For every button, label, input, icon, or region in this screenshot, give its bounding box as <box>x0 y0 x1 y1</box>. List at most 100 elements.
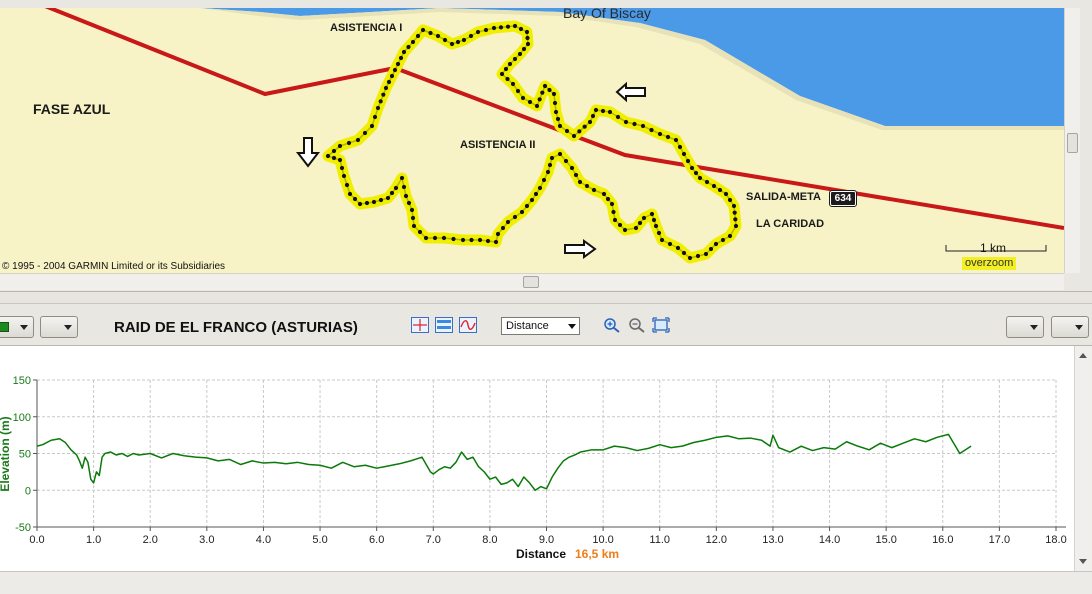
track-point <box>637 220 643 226</box>
track-point <box>632 121 637 127</box>
track-point <box>653 223 659 229</box>
track-point <box>398 55 404 61</box>
road-shield: 634 <box>829 190 857 207</box>
x-axis-mode-select[interactable]: Distance <box>501 317 580 335</box>
elevation-chart-pane[interactable] <box>0 346 1074 571</box>
track-color-dropdown[interactable] <box>0 316 34 338</box>
track-point <box>681 151 687 157</box>
horizontal-lines-icon[interactable] <box>435 317 453 333</box>
chevron-down-icon <box>1075 325 1083 330</box>
track-point <box>420 27 426 33</box>
crosshair-icon[interactable] <box>411 317 429 333</box>
map-view[interactable]: Bay Of Biscay FASE AZUL ASISTENCIA I ASI… <box>0 8 1064 273</box>
track-point <box>557 151 563 157</box>
track-point <box>505 24 511 29</box>
chart-x-ticks: 0.0 1.0 2.0 3.0 4.0 5.0 6.0 7.0 8.0 9.0 10.0 11.0 12… <box>29 527 1067 546</box>
settings-dropdown[interactable] <box>1051 316 1089 338</box>
chevron-down-icon <box>20 325 28 330</box>
track-point <box>675 245 681 251</box>
track-point <box>609 201 615 207</box>
track-point <box>525 35 530 41</box>
map-vertical-scrollbar[interactable] <box>1064 8 1080 273</box>
track-point <box>601 191 607 197</box>
track-point <box>395 61 401 67</box>
scale-bar <box>945 245 1047 252</box>
track-point <box>505 76 510 82</box>
chevron-down-icon <box>64 325 72 330</box>
track-point <box>587 119 593 125</box>
track-point <box>383 85 389 91</box>
track-point <box>346 140 352 146</box>
track-point <box>371 199 377 205</box>
wave-icon[interactable] <box>459 317 477 333</box>
track-point <box>693 170 699 176</box>
track-point <box>527 99 533 105</box>
track-point <box>378 197 384 203</box>
track-point <box>331 155 337 161</box>
arrow-right-icon <box>564 239 597 259</box>
track-point <box>704 179 710 185</box>
track-point <box>525 41 531 47</box>
scroll-down-icon[interactable] <box>1079 559 1087 564</box>
track-point <box>615 114 621 120</box>
scroll-up-icon[interactable] <box>1079 353 1087 358</box>
chevron-down-icon <box>568 324 576 329</box>
track-point <box>341 173 347 179</box>
track-point <box>593 107 599 113</box>
arrow-left-icon <box>615 81 646 103</box>
track-point <box>687 255 693 261</box>
track-point <box>564 128 570 134</box>
zoom-fit-icon[interactable] <box>652 317 670 333</box>
track-point <box>372 114 378 120</box>
track-point <box>731 203 737 209</box>
track-point <box>569 165 575 171</box>
map-horizontal-scrollbar[interactable] <box>0 273 1064 290</box>
map-horizontal-scroll-thumb[interactable] <box>523 276 539 288</box>
track-point <box>534 103 540 109</box>
total-distance-label: 16,5 km <box>575 547 619 561</box>
track-point <box>617 222 623 228</box>
track-point <box>451 236 456 242</box>
track-point <box>524 203 530 209</box>
chart-vertical-scrollbar[interactable] <box>1074 346 1092 571</box>
profile-title: RAID DE EL FRANCO (ASTURIAS) <box>114 319 358 336</box>
track-point <box>399 175 405 181</box>
track-point <box>498 25 504 30</box>
track-point <box>442 37 448 43</box>
track-point <box>401 184 407 190</box>
track-point <box>337 143 343 149</box>
track-point <box>493 239 499 245</box>
gps-track-points <box>325 23 739 261</box>
track-point <box>656 230 662 236</box>
zoom-in-icon[interactable] <box>603 317 621 333</box>
track-point <box>411 223 417 229</box>
track-point <box>553 109 559 115</box>
track-point <box>344 182 350 188</box>
track-point <box>507 61 513 67</box>
map-vertical-scroll-thumb[interactable] <box>1067 133 1078 153</box>
track-point <box>401 49 407 55</box>
elevation-chart[interactable]: 0.0 1.0 2.0 3.0 4.0 5.0 6.0 7.0 8.0 9.0 10.0 11.0 12… <box>0 346 1074 571</box>
options-dropdown[interactable] <box>40 316 78 338</box>
track-point <box>697 175 703 181</box>
track-point <box>410 39 416 45</box>
zoom-out-icon[interactable] <box>628 317 646 333</box>
overzoom-badge: overzoom <box>962 257 1017 270</box>
track-point <box>605 196 611 202</box>
map-label-asistencia-1: ASISTENCIA I <box>330 22 403 34</box>
x-tick-label: 9.0 <box>539 534 554 546</box>
pane-splitter[interactable] <box>0 292 1092 304</box>
chart-horizontal-scrollbar[interactable] <box>0 571 1092 594</box>
map-label-fase-azul: FASE AZUL <box>33 101 111 117</box>
track-point <box>547 162 553 168</box>
track-point <box>510 81 516 87</box>
track-point <box>537 185 543 191</box>
y-tick-label: 0 <box>25 485 31 497</box>
track-color-swatch <box>0 322 9 332</box>
track-point <box>475 29 481 35</box>
x-axis-mode-value: Distance <box>506 320 549 332</box>
view-dropdown[interactable] <box>1006 316 1044 338</box>
track-point <box>571 133 577 139</box>
track-point <box>505 219 511 225</box>
